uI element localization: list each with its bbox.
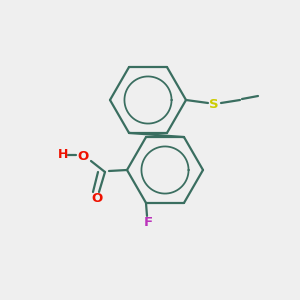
Text: O: O bbox=[77, 149, 88, 163]
Text: O: O bbox=[92, 191, 103, 205]
Text: S: S bbox=[209, 98, 219, 110]
Text: F: F bbox=[143, 216, 153, 230]
Text: H: H bbox=[58, 148, 68, 160]
